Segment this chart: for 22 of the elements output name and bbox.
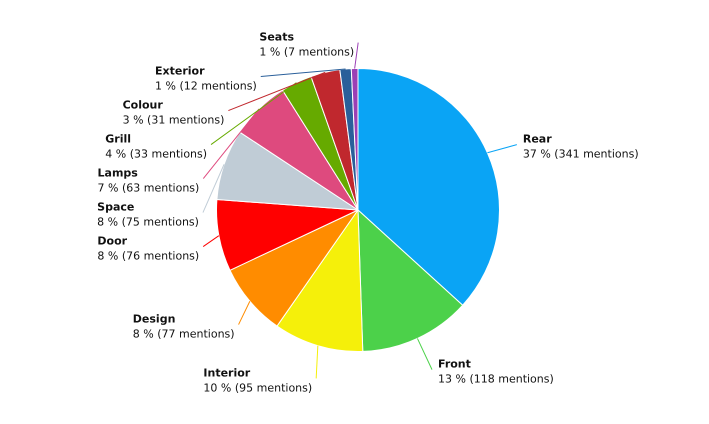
slice-label: Interior	[203, 366, 251, 380]
data-label: 10 % (95 mentions)	[203, 381, 312, 394]
slice-label: Design	[132, 312, 176, 326]
slice-label: Rear	[522, 132, 552, 146]
data-label: 4 % (33 mentions)	[105, 148, 208, 161]
slice-label: Exterior	[154, 64, 206, 78]
data-label: 1 % (12 mentions)	[154, 80, 257, 93]
slice-label: Lamps	[98, 166, 138, 180]
slice-label: Front	[438, 358, 471, 371]
data-label: 7 % (63 mentions)	[98, 182, 200, 195]
data-label: 13 % (118 mentions)	[438, 372, 554, 386]
slice-label: Colour	[122, 98, 164, 112]
data-label: 8 % (76 mentions)	[97, 250, 200, 263]
data-label: 3 % (31 mentions)	[122, 114, 224, 127]
slice-label: Seats	[259, 30, 294, 44]
slice-label: Space	[97, 200, 134, 214]
data-label: 8 % (75 mentions)	[97, 216, 199, 229]
slice-label: Grill	[105, 132, 132, 146]
data-label: 8 % (77 mentions)	[132, 328, 235, 341]
data-label: 1 % (7 mentions)	[259, 46, 354, 59]
data-label: 37 % (341 mentions)	[522, 148, 639, 161]
slice-label: Door	[97, 234, 128, 248]
